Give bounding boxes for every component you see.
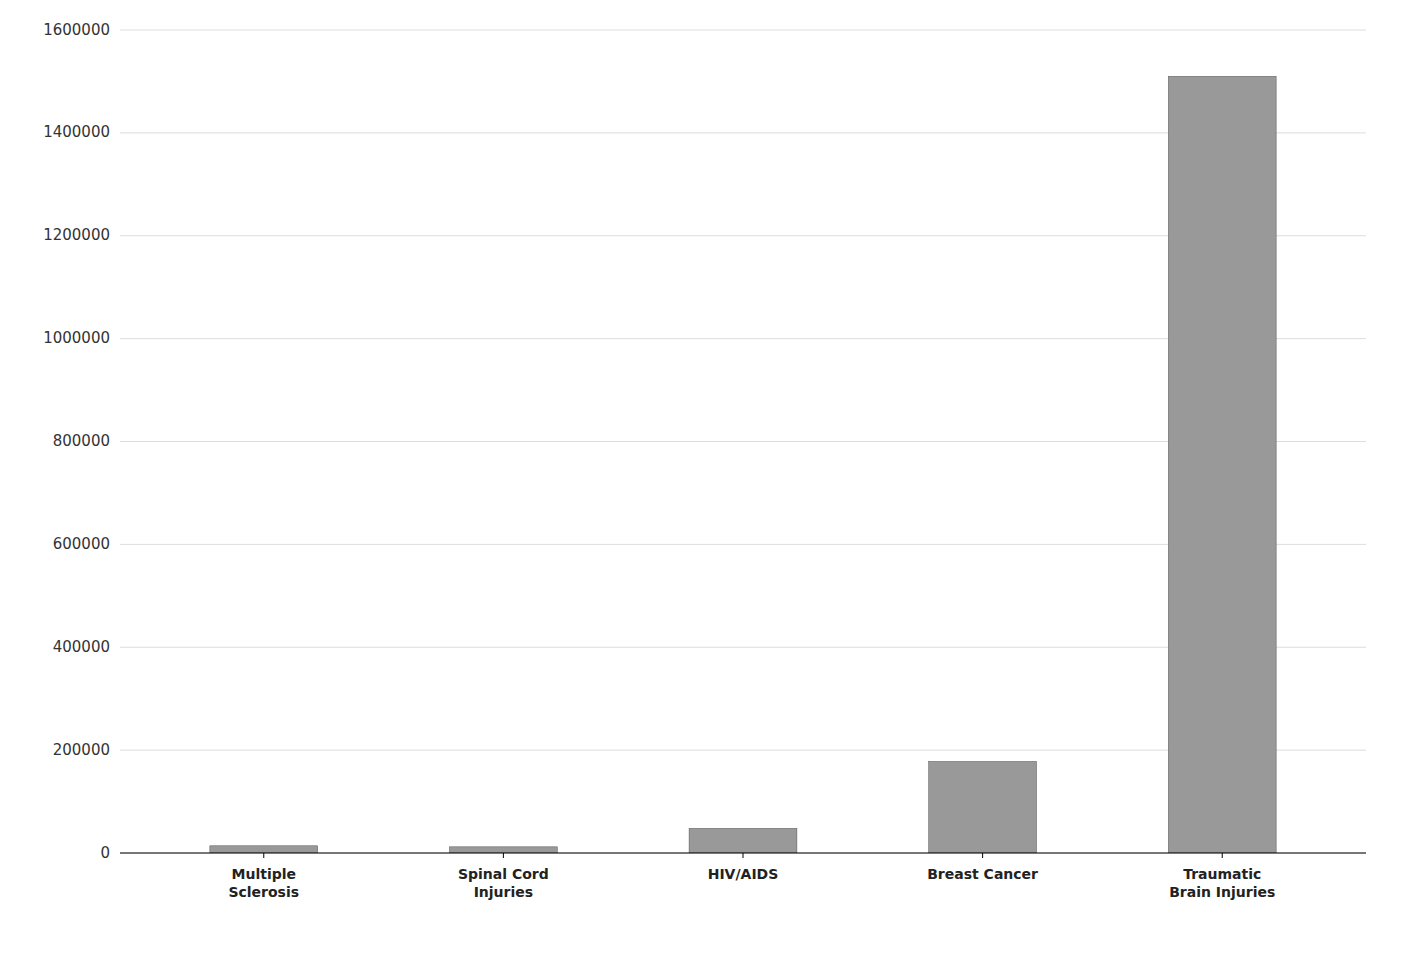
bar bbox=[449, 847, 557, 853]
y-tick-label: 200000 bbox=[53, 741, 110, 759]
x-tick bbox=[263, 853, 264, 858]
chart-svg: 0 200000 400000 600000 800000 1000000 1200000 1… bbox=[0, 0, 1406, 963]
y-tick-label: 600000 bbox=[53, 535, 110, 553]
grid bbox=[120, 30, 1366, 853]
bar bbox=[210, 846, 318, 853]
x-tick bbox=[503, 853, 504, 858]
y-tick-label: 1600000 bbox=[43, 21, 110, 39]
y-axis: 0 200000 400000 600000 800000 1000000 1200000 1… bbox=[43, 21, 110, 862]
x-tick bbox=[982, 853, 983, 858]
x-tick-label: HIV/AIDS bbox=[708, 866, 779, 882]
x-tick-label: Multiple Sclerosis bbox=[228, 866, 299, 900]
y-tick-label: 1200000 bbox=[43, 226, 110, 244]
x-tick-label-line: Traumatic bbox=[1183, 866, 1261, 882]
y-tick-label: 1000000 bbox=[43, 329, 110, 347]
x-tick-label: Breast Cancer bbox=[927, 866, 1038, 882]
x-tick-label-line: Spinal Cord bbox=[458, 866, 549, 882]
x-tick-label-line: Sclerosis bbox=[228, 884, 299, 900]
y-tick-label: 1400000 bbox=[43, 123, 110, 141]
x-tick-label: Spinal Cord Injuries bbox=[458, 866, 549, 900]
y-tick-label: 800000 bbox=[53, 432, 110, 450]
x-tick-label-line: Breast Cancer bbox=[927, 866, 1038, 882]
x-axis: Multiple Sclerosis Spinal Cord Injuries HIV/… bbox=[120, 853, 1366, 900]
x-tick-label-line: Injuries bbox=[474, 884, 533, 900]
bar bbox=[929, 761, 1037, 853]
x-tick-label-line: Multiple bbox=[232, 866, 297, 882]
x-tick-label-line: HIV/AIDS bbox=[708, 866, 779, 882]
x-tick-label: Traumatic Brain Injuries bbox=[1169, 866, 1275, 900]
y-tick-label: 400000 bbox=[53, 638, 110, 656]
bar bbox=[1168, 76, 1276, 853]
y-tick-label: 0 bbox=[100, 844, 110, 862]
bars bbox=[210, 76, 1276, 853]
chart-container: 0 200000 400000 600000 800000 1000000 1200000 1… bbox=[0, 0, 1406, 963]
bar bbox=[689, 828, 797, 853]
x-tick-label-line: Brain Injuries bbox=[1169, 884, 1275, 900]
grid-line bbox=[120, 30, 1366, 31]
x-tick bbox=[1222, 853, 1223, 858]
x-tick bbox=[743, 853, 744, 858]
